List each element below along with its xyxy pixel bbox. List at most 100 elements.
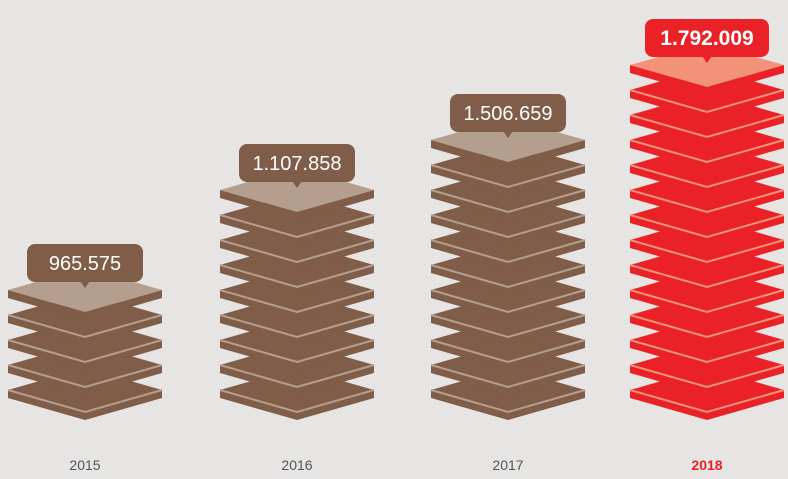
slab-rim xyxy=(629,89,785,114)
bar-2017: 1.506.659 2017 xyxy=(430,94,586,473)
slab-side xyxy=(220,265,374,295)
slab-side xyxy=(220,190,374,220)
slab-rim xyxy=(219,389,375,414)
bar-2016: 1.107.858 2016 xyxy=(219,144,375,473)
slab-rim xyxy=(629,239,785,264)
slab-rim xyxy=(219,264,375,289)
slab-side xyxy=(431,165,585,195)
slab-side xyxy=(220,315,374,345)
value-label: 1.792.009 xyxy=(660,27,753,50)
slab-rim xyxy=(430,189,586,214)
callout-box xyxy=(239,144,355,182)
callout-box xyxy=(450,94,566,132)
slab-rim xyxy=(7,389,163,414)
slab-side xyxy=(220,390,374,420)
slab-side xyxy=(630,165,784,195)
slab-rim xyxy=(629,314,785,339)
slab-rim xyxy=(219,239,375,264)
slab-rim xyxy=(629,164,785,189)
slab-side xyxy=(630,290,784,320)
slab-side xyxy=(431,190,585,220)
slab-side xyxy=(630,340,784,370)
slab-side xyxy=(630,315,784,345)
callout-box xyxy=(27,244,143,282)
slab-rim xyxy=(629,364,785,389)
slab-rim xyxy=(629,389,785,414)
slab-rim xyxy=(430,264,586,289)
slab-side xyxy=(630,215,784,245)
callout-box xyxy=(645,19,769,57)
slab-rim xyxy=(7,339,163,364)
slab-side xyxy=(630,265,784,295)
slab-rim xyxy=(7,314,163,339)
slab-rim xyxy=(629,214,785,239)
slab-side xyxy=(431,265,585,295)
slab-rim xyxy=(7,364,163,389)
slab-rim xyxy=(219,364,375,389)
bar-2015: 965.575 2015 xyxy=(7,244,163,473)
category-label: 2015 xyxy=(69,457,100,473)
slab-rim xyxy=(629,339,785,364)
slab-rim xyxy=(430,239,586,264)
slab-side xyxy=(431,290,585,320)
slab-side xyxy=(8,365,162,395)
callout-pointer xyxy=(292,181,302,188)
slab-rim xyxy=(629,264,785,289)
slab-rim xyxy=(629,289,785,314)
slab-rim xyxy=(629,114,785,139)
slab-rim xyxy=(219,314,375,339)
callout-pointer xyxy=(702,56,712,63)
slab-side xyxy=(431,390,585,420)
slab-rim xyxy=(430,339,586,364)
slab-rim xyxy=(430,389,586,414)
slab-side xyxy=(630,390,784,420)
slab-side xyxy=(431,140,585,170)
slab-side xyxy=(431,365,585,395)
slab-side xyxy=(431,315,585,345)
value-callout: 1.792.009 xyxy=(645,19,769,63)
slab-side xyxy=(630,90,784,120)
slab-side xyxy=(8,340,162,370)
slab-rim xyxy=(219,214,375,239)
slab-rim xyxy=(629,189,785,214)
slab-rim xyxy=(219,339,375,364)
category-label: 2018 xyxy=(691,457,722,473)
value-callout: 965.575 xyxy=(27,244,143,288)
value-label: 1.506.659 xyxy=(464,103,553,125)
slab-side xyxy=(220,365,374,395)
category-label: 2017 xyxy=(492,457,523,473)
slab-rim xyxy=(430,364,586,389)
value-label: 965.575 xyxy=(49,253,121,275)
slab-side xyxy=(630,65,784,95)
slab-side xyxy=(431,240,585,270)
bar-2018: 1.792.009 2018 xyxy=(629,19,785,473)
slab-side xyxy=(630,140,784,170)
slab-side xyxy=(8,390,162,420)
slab-rim xyxy=(430,314,586,339)
slab-side xyxy=(8,315,162,345)
slab-side xyxy=(431,340,585,370)
slab-rim xyxy=(430,214,586,239)
slab-side xyxy=(431,215,585,245)
value-callout: 1.506.659 xyxy=(450,94,566,138)
slab-side xyxy=(220,290,374,320)
value-label: 1.107.858 xyxy=(253,153,342,175)
slab-side xyxy=(220,240,374,270)
slab-rim xyxy=(219,289,375,314)
slab-side xyxy=(220,340,374,370)
slab-side xyxy=(630,365,784,395)
slab-rim xyxy=(430,289,586,314)
slab-side xyxy=(630,190,784,220)
slab-side xyxy=(220,215,374,245)
slab-side xyxy=(630,115,784,145)
slab-rim xyxy=(430,164,586,189)
category-label: 2016 xyxy=(281,457,312,473)
callout-pointer xyxy=(80,281,90,288)
slab-side xyxy=(8,290,162,320)
value-callout: 1.107.858 xyxy=(239,144,355,188)
slab-side xyxy=(630,240,784,270)
callout-pointer xyxy=(503,131,513,138)
slab-rim xyxy=(629,139,785,164)
